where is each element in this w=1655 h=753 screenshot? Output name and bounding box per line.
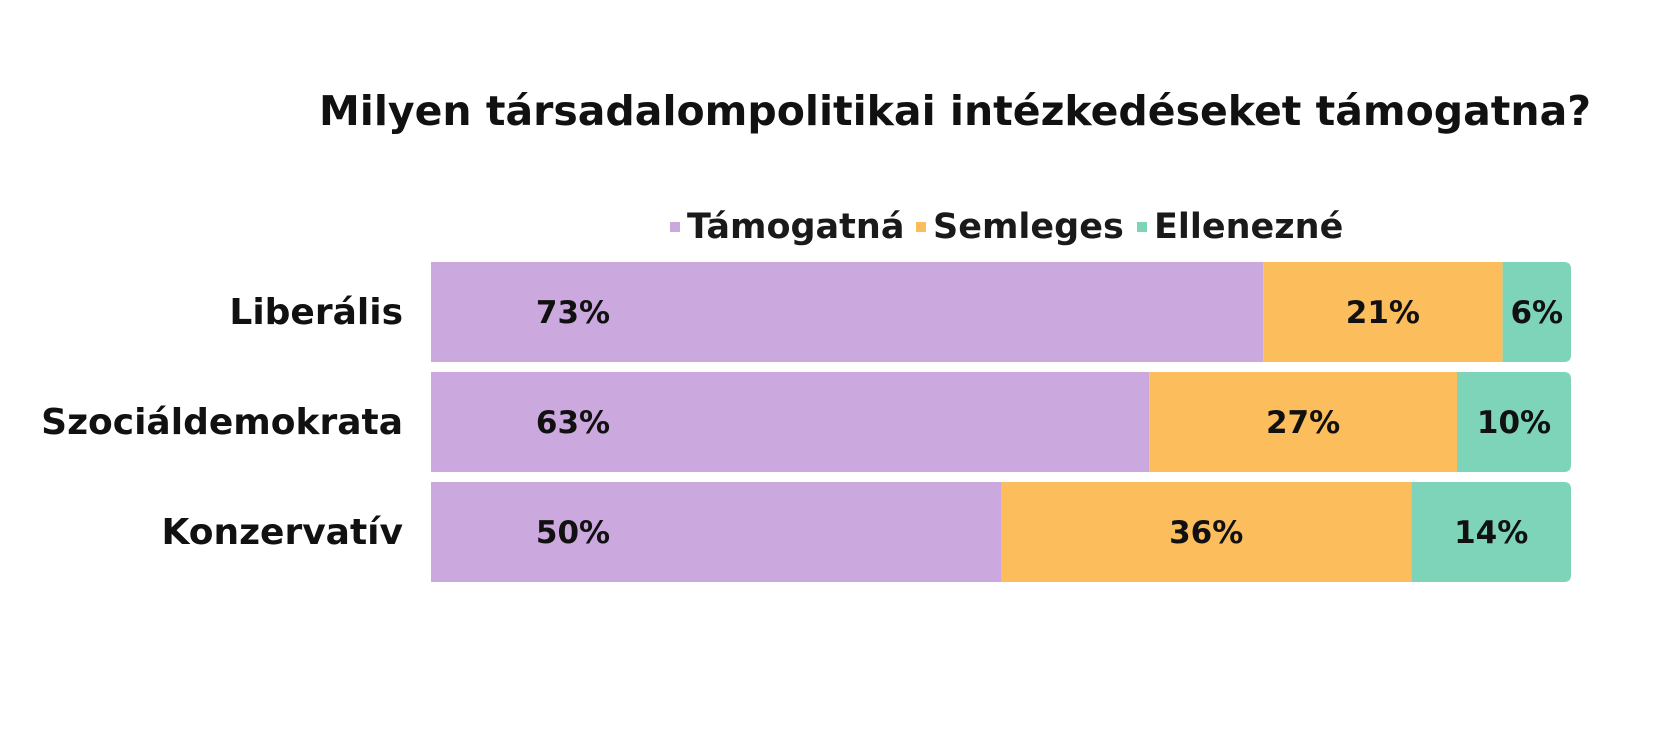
category-label-konzervativ: Konzervatív <box>161 512 403 553</box>
value-label-semleges-konzervativ: 36% <box>1169 515 1243 551</box>
bar-ellenezne-szocialdemokrata <box>1457 372 1571 472</box>
bars <box>431 262 1571 582</box>
value-label-ellenezne-liberalis: 6% <box>1510 295 1563 331</box>
value-label-ellenezne-szocialdemokrata: 10% <box>1477 405 1551 441</box>
legend-item-ellenezne: Ellenezné <box>1137 207 1343 247</box>
category-label-szocialdemokrata: Szociáldemokrata <box>41 402 403 443</box>
legend-swatch <box>916 222 926 232</box>
legend-swatch <box>1137 222 1147 232</box>
legend-label: Semleges <box>933 207 1124 247</box>
bar-semleges-konzervativ <box>1001 482 1412 582</box>
legend-label: Ellenezné <box>1154 207 1343 247</box>
legend-label: Támogatná <box>687 207 904 247</box>
bar-tamogatna-liberalis <box>431 262 1264 362</box>
bar-tamogatna-konzervativ <box>431 482 1001 582</box>
value-label-semleges-szocialdemokrata: 27% <box>1266 405 1340 441</box>
legend-item-semleges: Semleges <box>916 207 1124 247</box>
category-labels: Liberális Szociáldemokrata Konzervatív <box>41 292 403 553</box>
bar-semleges-liberalis <box>1263 262 1503 362</box>
value-label-tamogatna-szocialdemokrata: 63% <box>536 405 610 441</box>
chart-title: Milyen társadalompolitikai intézkedéseke… <box>319 87 1591 135</box>
value-labels: 73% 21% 6% 63% 27% 10% 50% 36% 14% <box>536 295 1563 551</box>
legend-swatch <box>670 222 680 232</box>
legend-item-tamogatna: Támogatná <box>670 207 904 247</box>
category-label-liberalis: Liberális <box>229 292 403 333</box>
value-label-ellenezne-konzervativ: 14% <box>1454 515 1528 551</box>
bar-ellenezne-liberalis <box>1502 262 1571 362</box>
bar-semleges-szocialdemokrata <box>1149 372 1457 472</box>
legend: Támogatná Semleges Ellenezné <box>670 207 1343 247</box>
value-label-semleges-liberalis: 21% <box>1346 295 1420 331</box>
bar-ellenezne-konzervativ <box>1411 482 1571 582</box>
bar-tamogatna-szocialdemokrata <box>431 372 1150 472</box>
value-label-tamogatna-liberalis: 73% <box>536 295 610 331</box>
value-label-tamogatna-konzervativ: 50% <box>536 515 610 551</box>
